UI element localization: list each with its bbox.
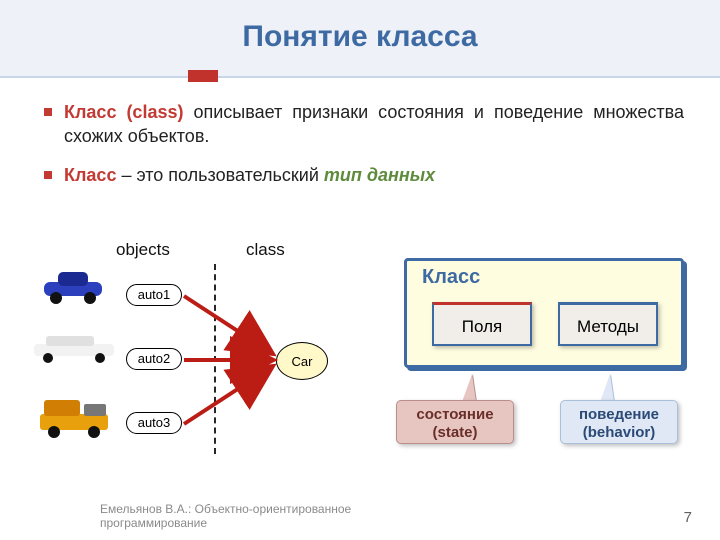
bullet-marker-icon bbox=[44, 108, 52, 116]
object-node-1: auto1 bbox=[126, 284, 182, 306]
footer-author: Емельянов В.А.: Объектно-ориентированное… bbox=[100, 502, 400, 530]
behavior-callout-line1: поведение bbox=[579, 406, 659, 423]
bullet-1-strong: Класс (class) bbox=[64, 102, 183, 122]
state-callout-line2: (state) bbox=[432, 424, 477, 441]
class-box-title: Класс bbox=[422, 266, 480, 289]
car-icon-1 bbox=[38, 268, 108, 308]
slide-title: Понятие класса bbox=[0, 20, 720, 54]
car-icon-3 bbox=[36, 398, 112, 442]
bullet-2-prefix: Класс bbox=[64, 165, 116, 185]
arrows-icon bbox=[178, 278, 288, 448]
bullet-2: Класс – это пользовательский тип данных bbox=[44, 163, 684, 187]
car-icon-2 bbox=[32, 334, 116, 366]
state-callout-tail bbox=[462, 374, 476, 402]
behavior-callout-tail bbox=[600, 374, 614, 402]
accent-bar bbox=[188, 70, 218, 82]
object-node-3: auto3 bbox=[126, 412, 182, 434]
state-callout-line1: состояние bbox=[416, 406, 493, 423]
fields-box: Поля bbox=[432, 302, 532, 346]
bullet-2-em: тип данных bbox=[324, 165, 435, 185]
behavior-callout-line2: (behavior) bbox=[583, 424, 656, 441]
class-label: class bbox=[246, 240, 285, 260]
objects-class-diagram: objects class auto1 auto2 auto3 Car bbox=[38, 238, 378, 478]
page-number: 7 bbox=[684, 509, 692, 526]
slide: Понятие класса Класс (class) описывает п… bbox=[0, 0, 720, 540]
behavior-callout: поведение (behavior) bbox=[560, 400, 678, 444]
class-structure-diagram: Класс Поля Методы состояние (state) пове… bbox=[404, 258, 696, 488]
bullet-marker-icon bbox=[44, 171, 52, 179]
body-text: Класс (class) описывает признаки состоян… bbox=[44, 100, 684, 201]
objects-label: objects bbox=[116, 240, 170, 260]
bullet-1: Класс (class) описывает признаки состоян… bbox=[44, 100, 684, 149]
bullet-1-text: Класс (class) описывает признаки состоян… bbox=[64, 100, 684, 149]
bullet-2-mid: – это пользовательский bbox=[116, 165, 323, 185]
state-callout: состояние (state) bbox=[396, 400, 514, 444]
object-node-2: auto2 bbox=[126, 348, 182, 370]
methods-box: Методы bbox=[558, 302, 658, 346]
bullet-2-text: Класс – это пользовательский тип данных bbox=[64, 163, 684, 187]
